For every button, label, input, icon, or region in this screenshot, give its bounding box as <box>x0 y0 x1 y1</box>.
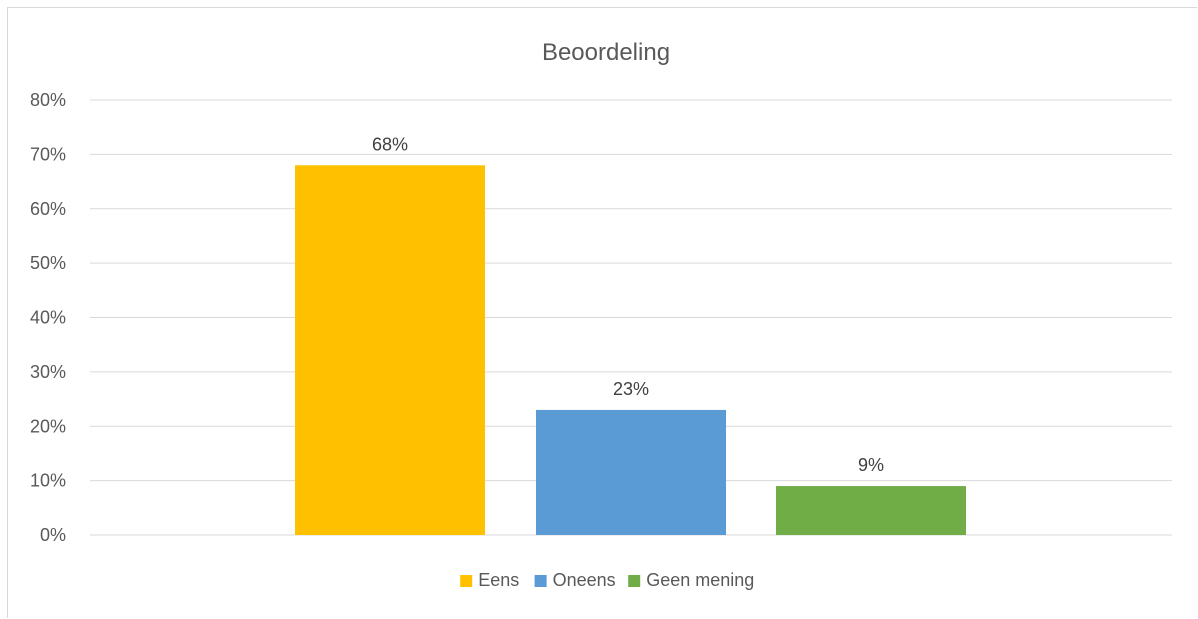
y-tick-label: 80% <box>30 90 66 110</box>
y-tick-label: 30% <box>30 362 66 382</box>
data-label: 9% <box>858 455 884 475</box>
y-tick-label: 60% <box>30 199 66 219</box>
legend-label: Geen mening <box>646 570 754 590</box>
legend: Eens Oneens Geen mening <box>460 570 754 590</box>
chart-title: Beoordeling <box>542 39 670 66</box>
legend-swatch <box>628 575 641 587</box>
bar <box>295 165 485 535</box>
data-label: 68% <box>372 134 408 154</box>
y-tick-label: 10% <box>30 471 66 491</box>
legend-label: Eens <box>478 570 519 590</box>
bar <box>536 409 726 535</box>
y-tick-label: 50% <box>30 253 66 273</box>
y-tick-label: 0% <box>40 525 66 545</box>
y-tick-label: 40% <box>30 308 66 328</box>
data-labels: 68% 23% 9% <box>372 134 884 475</box>
legend-swatch <box>534 575 547 587</box>
data-label: 23% <box>613 379 649 399</box>
y-tick-label: 70% <box>30 144 66 164</box>
legend-swatch <box>460 575 473 587</box>
y-axis-ticks: 0% 10% 20% 30% 40% 50% 60% 70% 80% <box>30 90 66 545</box>
bars <box>295 165 966 535</box>
legend-label: Oneens <box>553 570 616 590</box>
bar <box>776 486 966 535</box>
y-tick-label: 20% <box>30 416 66 436</box>
